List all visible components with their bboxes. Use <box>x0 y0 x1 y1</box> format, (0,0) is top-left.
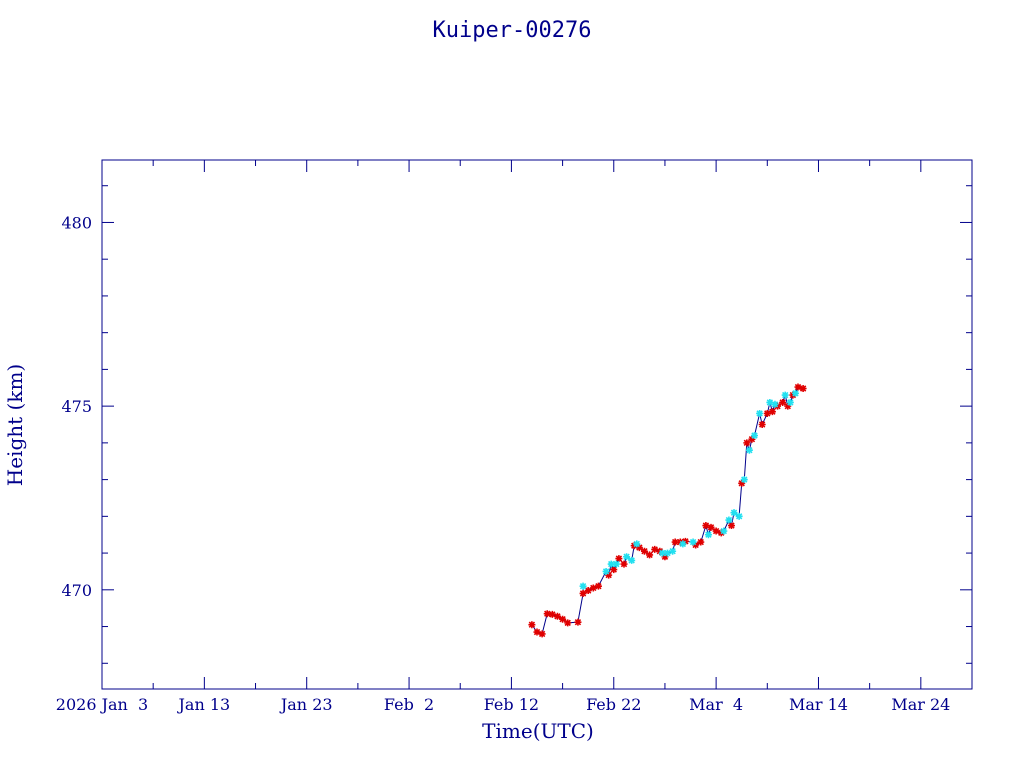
plot-border <box>101 159 973 690</box>
data-point <box>579 582 587 590</box>
x-tick-label: Feb 22 <box>586 695 641 714</box>
data-point <box>745 446 753 454</box>
data-point <box>615 555 623 563</box>
data-point <box>702 522 710 530</box>
x-tick-label: Jan 23 <box>279 695 333 714</box>
data-point <box>743 439 751 447</box>
data-point <box>763 409 771 417</box>
data-point <box>538 630 546 638</box>
data-point <box>612 560 620 568</box>
data-point <box>635 544 643 552</box>
data-point <box>704 531 712 539</box>
data-point <box>620 560 628 568</box>
data-point <box>628 556 636 564</box>
data-point <box>548 610 556 618</box>
data-point <box>720 527 728 535</box>
data-point <box>553 612 561 620</box>
y-axis-label: Height (km) <box>3 364 27 486</box>
y-tick-label: 470 <box>61 581 92 600</box>
data-point <box>664 549 671 557</box>
data-point <box>640 547 648 555</box>
data-point <box>589 584 597 592</box>
x-tick-label: Mar 24 <box>891 695 950 714</box>
data-point <box>610 566 618 574</box>
data-point <box>689 538 697 546</box>
x-tick-label: Feb 2 <box>384 695 434 714</box>
x-tick-label: Jan 13 <box>177 695 231 714</box>
data-point <box>748 435 756 443</box>
data-point <box>707 523 715 531</box>
data-point <box>574 618 582 626</box>
data-point <box>679 540 687 548</box>
data-point <box>651 545 659 553</box>
data-point <box>768 408 776 416</box>
y-tick-label: 480 <box>61 213 92 232</box>
data-point <box>579 589 587 597</box>
data-point <box>594 582 602 590</box>
data-point <box>533 628 541 636</box>
x-axis: 2026 Jan 3 Jan 13 Jan 23 Feb 2 Feb 12 Feb 22 M… <box>56 160 973 714</box>
y-axis: 470 475 480 <box>61 185 972 664</box>
data-point <box>605 571 613 579</box>
data-point <box>633 540 641 548</box>
data-point <box>543 610 551 618</box>
data-point <box>564 619 572 627</box>
data-point <box>528 621 536 629</box>
data-point <box>799 384 807 392</box>
data-point <box>751 432 758 440</box>
x-axis-label: Time(UTC) <box>482 719 594 743</box>
data-point <box>671 538 679 546</box>
data-markers <box>528 383 807 638</box>
data-point <box>692 541 700 549</box>
data-point <box>735 512 743 520</box>
plot-frame <box>101 159 973 690</box>
data-point <box>771 400 779 408</box>
data-point <box>740 476 748 484</box>
data-point <box>784 402 792 410</box>
data-point <box>602 567 610 575</box>
data-point <box>738 479 746 487</box>
x-tick-label: Feb 12 <box>484 695 539 714</box>
data-point <box>661 553 669 561</box>
data-point <box>794 383 802 391</box>
data-point <box>697 538 705 546</box>
data-point <box>658 549 666 557</box>
data-point <box>779 398 787 406</box>
y-tick-label: 475 <box>61 397 92 416</box>
x-tick-label: Mar 4 <box>689 695 743 714</box>
chart-title: Kuiper-00276 <box>433 18 592 43</box>
data-point <box>607 560 615 568</box>
data-point <box>669 547 677 555</box>
data-point <box>725 516 733 524</box>
data-point <box>623 553 631 561</box>
data-point <box>758 421 766 428</box>
data-point <box>712 527 720 535</box>
data-point <box>730 509 738 517</box>
x-tick-label: 2026 Jan 3 <box>56 695 148 714</box>
data-point <box>646 551 654 559</box>
data-point <box>559 615 567 623</box>
data-point <box>781 391 789 399</box>
x-tick-label: Mar 14 <box>789 695 848 714</box>
data-point <box>786 398 794 406</box>
data-point <box>727 522 735 530</box>
data-point <box>756 409 764 417</box>
data-point <box>791 389 799 397</box>
data-point <box>584 587 592 595</box>
data-point <box>766 398 774 406</box>
